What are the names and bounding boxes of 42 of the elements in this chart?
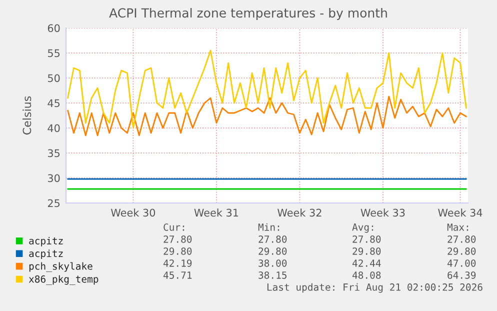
y-tick-label: 60 <box>48 24 60 32</box>
x-tick-label: Week 30 <box>110 208 156 217</box>
text: Avg: <box>352 224 374 233</box>
y-tick-label: 25 <box>48 199 60 208</box>
y-tick-label: 40 <box>48 124 60 132</box>
y-tick-label: 50 <box>48 74 60 82</box>
text: Last update: Fri Aug 21 02:00:25 2026 <box>267 283 482 293</box>
chart-title: ACPI Thermal zone temperatures - by month <box>109 8 387 20</box>
text: 48.08 <box>352 271 381 279</box>
x-tick-label: Week 32 <box>278 208 322 217</box>
text: 27.80 <box>352 235 381 243</box>
line-series <box>67 50 467 129</box>
text: 45.71 <box>163 272 192 279</box>
legend-label: x86_pkg_temp <box>28 275 98 285</box>
y-tick-label: 45 <box>48 99 60 108</box>
text: 64.39 <box>448 271 476 279</box>
y-tick-label: 35 <box>48 149 60 158</box>
y-axis-title: Celsius <box>22 96 32 135</box>
line-series <box>67 96 467 136</box>
legend-label: pch_skylake <box>29 262 92 272</box>
y-tick-label: 55 <box>48 49 60 58</box>
y-tick-label: 30 <box>48 174 60 182</box>
text: 38.15 <box>258 271 286 279</box>
text: Min: <box>258 223 280 231</box>
legend-label: acpitz <box>29 236 63 246</box>
x-tick-label: Week 33 <box>360 208 405 217</box>
text: 27.80 <box>448 235 476 243</box>
text: 29.80 <box>448 247 476 255</box>
text: 42.19 <box>163 259 192 267</box>
text: 29.80 <box>352 247 381 255</box>
text: 27.80 <box>164 235 192 243</box>
text: 47.00 <box>447 259 476 267</box>
text: 27.80 <box>258 235 287 243</box>
legend-label: acpitz <box>29 250 63 260</box>
text: 38.00 <box>258 259 287 267</box>
x-tick-label: Week 31 <box>194 208 238 217</box>
text: 29.80 <box>164 247 192 255</box>
text: Max: <box>447 224 468 231</box>
text: Cur: <box>164 223 184 231</box>
text: 29.80 <box>258 247 287 255</box>
x-tick-label: Week 34 <box>438 208 482 217</box>
text: 42.44 <box>352 259 381 267</box>
